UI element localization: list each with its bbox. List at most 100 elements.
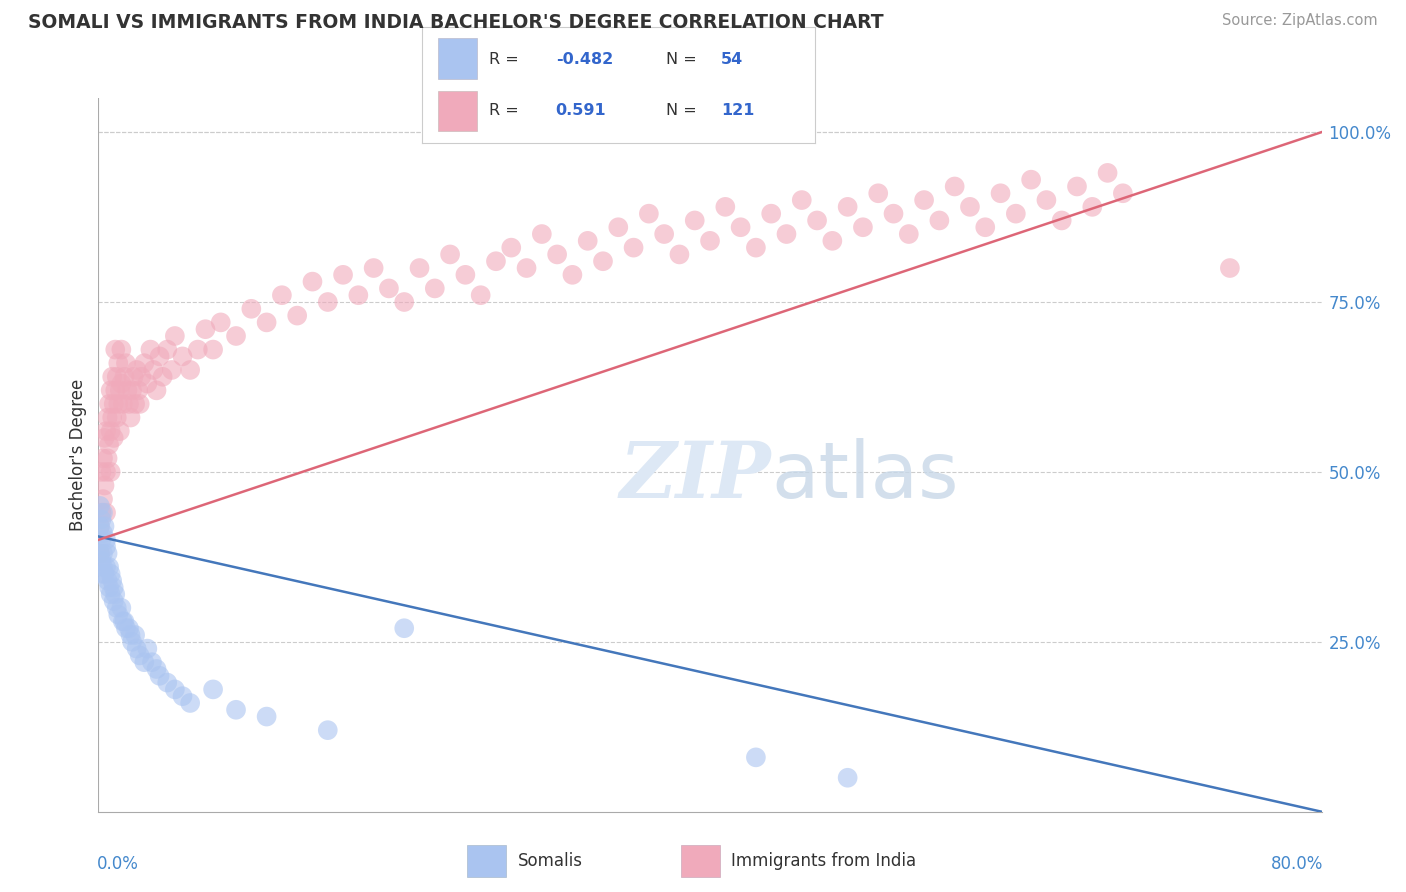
Point bbox=[285, 309, 308, 323]
Point bbox=[94, 533, 117, 547]
Point bbox=[837, 771, 859, 785]
Point bbox=[775, 227, 797, 241]
Point bbox=[363, 260, 385, 275]
Point bbox=[93, 478, 115, 492]
Point bbox=[745, 750, 768, 764]
Point bbox=[439, 247, 461, 261]
Point bbox=[100, 587, 122, 601]
Point bbox=[1035, 193, 1057, 207]
Point bbox=[101, 410, 124, 425]
Point bbox=[156, 675, 179, 690]
Point bbox=[959, 200, 981, 214]
Point bbox=[136, 376, 159, 391]
Point bbox=[134, 655, 156, 669]
Point bbox=[101, 574, 124, 588]
Point bbox=[104, 384, 127, 398]
Bar bbox=[681, 845, 720, 877]
Point bbox=[546, 247, 568, 261]
Point bbox=[103, 581, 125, 595]
Y-axis label: Bachelor's Degree: Bachelor's Degree bbox=[69, 379, 87, 531]
Bar bbox=[437, 91, 477, 131]
Point bbox=[121, 635, 143, 649]
Point bbox=[316, 295, 339, 310]
Point bbox=[108, 424, 131, 438]
Point bbox=[89, 499, 111, 513]
Point bbox=[105, 369, 128, 384]
Point bbox=[103, 397, 125, 411]
Point bbox=[561, 268, 583, 282]
Point bbox=[134, 356, 156, 370]
Point bbox=[125, 363, 148, 377]
Point bbox=[89, 546, 111, 560]
Point bbox=[501, 241, 523, 255]
Point bbox=[110, 343, 132, 357]
Point bbox=[790, 193, 813, 207]
Point bbox=[108, 384, 131, 398]
Point bbox=[316, 723, 339, 738]
Text: 121: 121 bbox=[721, 103, 755, 118]
Point bbox=[347, 288, 370, 302]
Text: 54: 54 bbox=[721, 52, 744, 67]
Point bbox=[1097, 166, 1119, 180]
Text: 0.0%: 0.0% bbox=[97, 855, 139, 872]
Point bbox=[111, 397, 134, 411]
Point bbox=[759, 207, 782, 221]
Bar bbox=[467, 845, 506, 877]
Point bbox=[160, 363, 183, 377]
Text: N =: N = bbox=[666, 52, 702, 67]
Point bbox=[98, 581, 121, 595]
Point bbox=[110, 376, 132, 391]
Point bbox=[112, 615, 135, 629]
Point bbox=[125, 641, 148, 656]
Point bbox=[652, 227, 675, 241]
Point bbox=[97, 410, 120, 425]
Point bbox=[202, 682, 225, 697]
Point bbox=[142, 363, 165, 377]
Point bbox=[118, 397, 141, 411]
Point bbox=[104, 343, 127, 357]
Point bbox=[94, 560, 117, 574]
Point bbox=[730, 220, 752, 235]
Point bbox=[156, 343, 179, 357]
Point bbox=[105, 410, 128, 425]
Point bbox=[837, 200, 859, 214]
Point bbox=[89, 519, 111, 533]
Point bbox=[124, 628, 146, 642]
Point bbox=[128, 648, 150, 663]
Point bbox=[623, 241, 645, 255]
Point bbox=[194, 322, 217, 336]
Point bbox=[94, 506, 117, 520]
Point bbox=[94, 540, 117, 554]
Point bbox=[912, 193, 935, 207]
Point bbox=[172, 689, 194, 703]
Point bbox=[121, 384, 143, 398]
Point bbox=[145, 662, 167, 676]
Point bbox=[974, 220, 997, 235]
Point bbox=[152, 369, 174, 384]
Point bbox=[1112, 186, 1135, 201]
Point bbox=[122, 369, 145, 384]
Point bbox=[94, 465, 117, 479]
Bar bbox=[437, 38, 477, 79]
Point bbox=[98, 397, 121, 411]
Point bbox=[270, 288, 292, 302]
Point bbox=[1050, 213, 1073, 227]
Point bbox=[576, 234, 599, 248]
Point bbox=[90, 506, 112, 520]
Point bbox=[423, 281, 446, 295]
Point bbox=[118, 621, 141, 635]
Point bbox=[93, 431, 115, 445]
Text: SOMALI VS IMMIGRANTS FROM INDIA BACHELOR'S DEGREE CORRELATION CHART: SOMALI VS IMMIGRANTS FROM INDIA BACHELOR… bbox=[28, 13, 884, 32]
Point bbox=[93, 519, 115, 533]
Point bbox=[91, 560, 114, 574]
Text: -0.482: -0.482 bbox=[555, 52, 613, 67]
Point bbox=[332, 268, 354, 282]
Point bbox=[392, 295, 416, 310]
Point bbox=[90, 465, 112, 479]
Point bbox=[115, 621, 138, 635]
Point bbox=[89, 519, 111, 533]
Point bbox=[98, 560, 121, 574]
Text: 80.0%: 80.0% bbox=[1271, 855, 1323, 872]
Point bbox=[98, 438, 121, 452]
Point bbox=[668, 247, 690, 261]
